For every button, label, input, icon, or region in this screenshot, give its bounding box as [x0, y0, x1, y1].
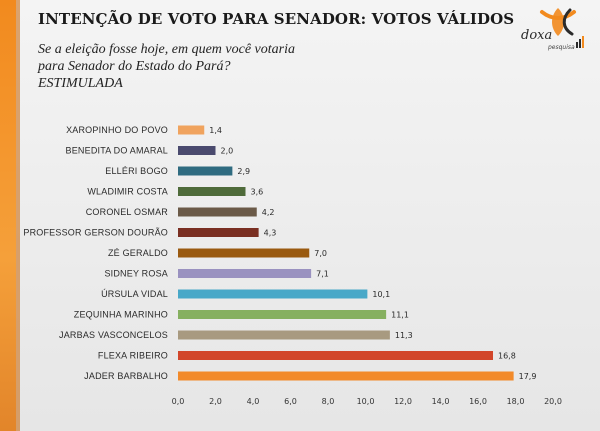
bar — [178, 330, 390, 340]
category-label: JARBAS VASCONCELOS — [59, 330, 168, 340]
x-tick-label: 14,0 — [432, 397, 450, 406]
value-label: 2,0 — [221, 147, 234, 156]
value-label: 11,3 — [395, 331, 413, 340]
x-tick-label: 16,0 — [469, 397, 487, 406]
category-label: PROFESSOR GERSON DOURÃO — [23, 228, 168, 238]
value-label: 3,6 — [251, 188, 264, 197]
x-tick-label: 18,0 — [507, 397, 525, 406]
logo-wordmark: doxa — [521, 28, 553, 43]
bar — [178, 146, 216, 155]
value-label: 4,2 — [262, 208, 275, 217]
value-label: 4,3 — [264, 229, 277, 238]
bar — [178, 248, 310, 258]
value-label: 16,8 — [498, 352, 516, 361]
value-label: 11,1 — [391, 311, 409, 320]
bar — [178, 187, 246, 196]
left-accent-shadow — [16, 0, 20, 431]
category-label: ÚRSULA VIDAL — [101, 289, 168, 299]
value-label: 17,9 — [519, 372, 537, 381]
bar — [178, 351, 493, 360]
value-label: 7,1 — [316, 270, 329, 279]
x-tick-label: 10,0 — [357, 397, 375, 406]
x-tick-label: 8,0 — [322, 397, 335, 406]
bar — [178, 125, 205, 135]
value-label: 10,1 — [372, 290, 390, 299]
x-tick-label: 20,0 — [544, 397, 562, 406]
category-label: XAROPINHO DO POVO — [66, 125, 168, 135]
value-label: 7,0 — [314, 249, 327, 258]
x-tick-label: 4,0 — [247, 397, 260, 406]
x-tick-label: 12,0 — [394, 397, 412, 406]
x-tick-label: 6,0 — [284, 397, 297, 406]
bar — [178, 166, 233, 176]
page-title: INTENÇÃO DE VOTO PARA SENADOR: VOTOS VÁL… — [38, 10, 515, 28]
doxa-logo-icon — [540, 8, 584, 48]
category-label: ZEQUINHA MARINHO — [74, 310, 168, 320]
value-label: 1,4 — [209, 126, 222, 135]
x-tick-label: 2,0 — [209, 397, 222, 406]
category-label: SIDNEY ROSA — [104, 269, 168, 279]
value-label: 2,9 — [237, 167, 250, 176]
bar — [178, 289, 368, 299]
bar — [178, 269, 312, 278]
category-label: JADER BARBALHO — [84, 371, 168, 381]
logo-tagline: pesquisa — [548, 44, 575, 51]
category-label: ZÉ GERALDO — [108, 248, 168, 258]
survey-question: Se a eleição fosse hoje, em quem você vo… — [38, 42, 295, 91]
bar — [178, 371, 514, 381]
bar — [178, 228, 259, 237]
category-label: ELLÉRI BOGO — [105, 166, 168, 176]
bar — [178, 207, 257, 217]
left-accent-stripe — [0, 0, 16, 431]
category-label: WLADIMIR COSTA — [87, 187, 168, 197]
bar — [178, 310, 387, 319]
category-label: CORONEL OSMAR — [86, 207, 169, 217]
category-label: BENEDITA DO AMARAL — [66, 146, 168, 156]
category-label: FLEXA RIBEIRO — [98, 351, 168, 361]
x-tick-label: 0,0 — [172, 397, 185, 406]
